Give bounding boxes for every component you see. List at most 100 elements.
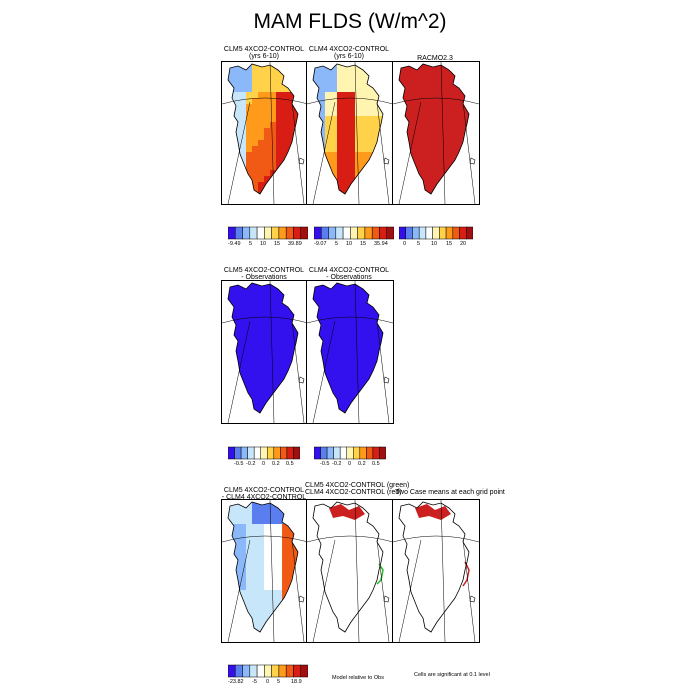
heatmap-cell (264, 188, 270, 194)
heatmap-cell (270, 104, 276, 110)
heatmap-cell (307, 134, 313, 140)
colorbar-swatch (313, 446, 321, 460)
heatmap-cell (276, 140, 282, 146)
heatmap-cell (361, 80, 367, 86)
heatmap-cell (355, 116, 361, 122)
heatmap-cell (379, 80, 383, 86)
heatmap-cell (349, 146, 355, 152)
heatmap-cell (282, 584, 288, 590)
heatmap-cell (276, 134, 282, 140)
heatmap-cell (270, 80, 276, 86)
heatmap-cell (264, 524, 270, 530)
heatmap-cell (307, 170, 313, 176)
heatmap-cell (282, 164, 288, 170)
heatmap-cell (282, 152, 288, 158)
coastline (227, 501, 299, 633)
heatmap-cell (288, 542, 294, 548)
heatmap-cell (367, 92, 373, 98)
colorbar-label: 10 (260, 241, 267, 247)
heatmap-cell (294, 146, 298, 152)
heatmap-cell (276, 92, 282, 98)
heatmap-cell (294, 512, 298, 518)
colorbar-swatch (264, 226, 272, 240)
heatmap-cell (252, 122, 258, 128)
heatmap-cell (331, 164, 337, 170)
heatmap-cell (234, 548, 240, 554)
panel-title-line: CLM4 4XCO2-CONTROL (308, 267, 390, 274)
heatmap-cell (294, 182, 298, 188)
heatmap-cell (288, 164, 294, 170)
heatmap-cell (252, 638, 258, 642)
heatmap-cell (349, 200, 355, 204)
heatmap-cell (379, 68, 383, 74)
heatmap-cell (288, 512, 294, 518)
heatmap-cell (240, 92, 246, 98)
heatmap-cell (246, 518, 252, 524)
coastline (398, 501, 470, 633)
heatmap-cell (252, 536, 258, 542)
map-clm5-obs (222, 281, 308, 423)
colorbar-swatch (242, 226, 251, 240)
heatmap-cell (343, 158, 349, 164)
heatmap-cell (313, 158, 319, 164)
colorbar-swatch (235, 664, 243, 678)
heatmap-cell (258, 176, 264, 182)
map-significance-obs (393, 500, 479, 642)
panel-title-line: (yrs 6-10) (249, 53, 279, 60)
heatmap-cell (331, 110, 337, 116)
heatmap-cell (276, 176, 282, 182)
colorbar-label: 0 (262, 461, 266, 467)
heatmap-cell (282, 176, 288, 182)
heatmap-cell (282, 608, 288, 614)
heatmap-cell (294, 170, 298, 176)
heatmap-cell (240, 542, 246, 548)
significant-cells (329, 504, 365, 520)
heatmap-cell (337, 110, 343, 116)
heatmap-cell (270, 578, 276, 584)
heatmap-cell (294, 554, 298, 560)
heatmap-cell (282, 566, 288, 572)
heatmap-cell (222, 560, 228, 566)
colorbar-label: 10 (346, 241, 353, 247)
colorbar-swatch (264, 664, 272, 678)
heatmap-cell (319, 92, 325, 98)
heatmap-cell (252, 110, 258, 116)
heatmap-cell (294, 620, 298, 626)
heatmap-cell (288, 122, 294, 128)
heatmap-cell (288, 152, 294, 158)
heatmap-cell (307, 194, 313, 200)
heatmap-cell (252, 614, 258, 620)
heatmap-cell (288, 104, 294, 110)
heatmap-cell (264, 140, 270, 146)
heatmap-cell (319, 98, 325, 104)
heatmap-cell (294, 602, 298, 608)
heatmap-cell (325, 188, 331, 194)
heatmap-cell (367, 68, 373, 74)
heatmap-cell (258, 554, 264, 560)
heatmap-cell (264, 590, 270, 596)
heatmap-cell (270, 548, 276, 554)
colorbar-swatch (321, 226, 329, 240)
heatmap-cell (270, 554, 276, 560)
heatmap-cell (258, 638, 264, 642)
heatmap-cell (228, 548, 234, 554)
heatmap-cell (264, 110, 270, 116)
heatmap-cell (361, 140, 367, 146)
heatmap-cell (343, 152, 349, 158)
heatmap-cell (228, 512, 234, 518)
heatmap-cell (288, 74, 294, 80)
colorbar-label: 15 (446, 241, 453, 247)
heatmap-cell (240, 194, 246, 200)
heatmap-cell (282, 602, 288, 608)
heatmap-cell (282, 536, 288, 542)
map-clm5-control (222, 62, 308, 204)
heatmap-cell (337, 80, 343, 86)
panel-title-significance: CLM5 4XCO2-CONTROL (green) CLM4 4XCO2-CO… (305, 482, 409, 496)
heatmap-cell (325, 182, 331, 188)
heatmap-cell (307, 104, 313, 110)
heatmap-cell (331, 68, 337, 74)
heatmap-cell (246, 152, 252, 158)
heatmap-cell (264, 176, 270, 182)
heatmap-cell (276, 566, 282, 572)
heatmap-cell (355, 86, 361, 92)
